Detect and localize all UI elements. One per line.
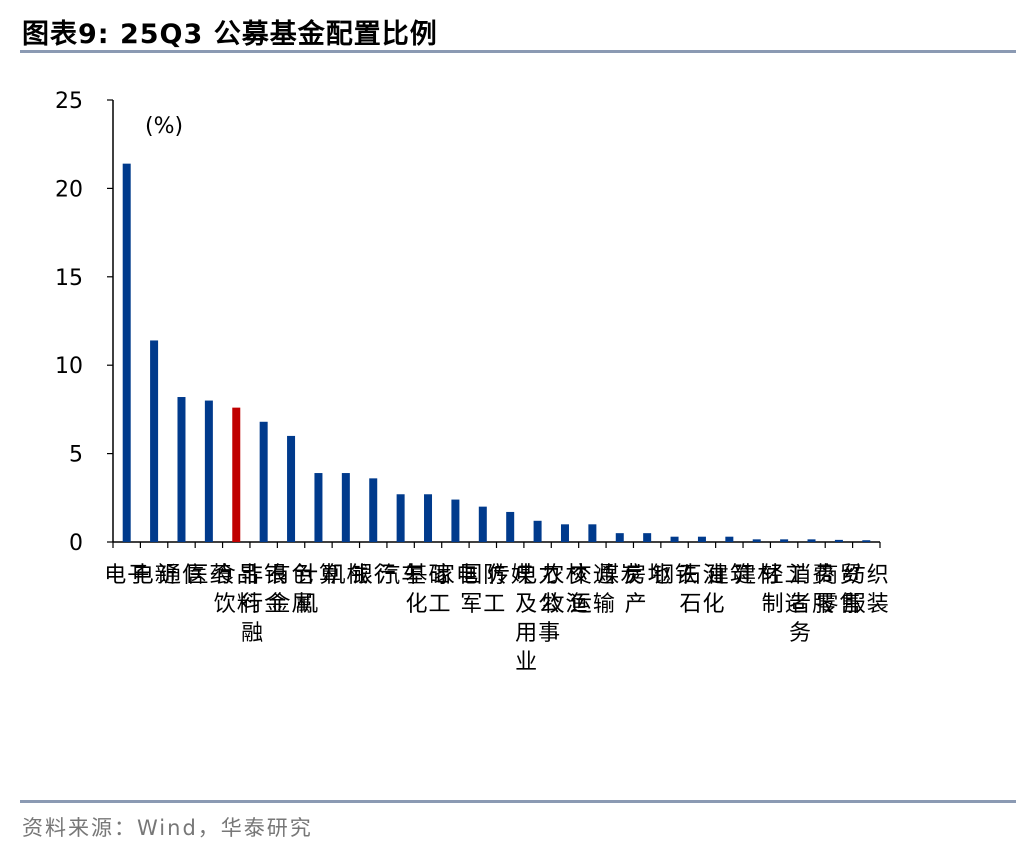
- bar: [122, 163, 131, 542]
- bar: [807, 539, 816, 542]
- category-label: 银行: [351, 563, 396, 588]
- bar: [177, 397, 186, 542]
- category-label: 商贸零售: [816, 563, 861, 617]
- bar-chart: 0 5 10 15 20 25 (%) 电子电新通信医药食品饮料非银行金融有色金属计算机机械银…: [55, 89, 889, 675]
- bar: [451, 499, 460, 542]
- bar: [287, 435, 296, 542]
- category-label: 石油石化: [679, 563, 724, 617]
- category-label: 通信: [159, 563, 204, 588]
- category-label: 轻工制造: [762, 563, 807, 617]
- category-label: 机械: [323, 563, 368, 588]
- category-label: 电子: [104, 563, 149, 588]
- bar: [560, 524, 569, 542]
- category-label: 有色金属: [269, 563, 314, 617]
- unit-label: (%): [145, 114, 183, 139]
- category-label: 食品饮料: [214, 563, 259, 617]
- category-label: 电新: [132, 563, 177, 588]
- y-tick-label: 25: [55, 89, 83, 114]
- bar: [862, 540, 871, 542]
- category-label: 纺织服装: [844, 563, 889, 617]
- category-label: 交通运输: [570, 563, 615, 617]
- bar: [533, 520, 542, 542]
- category-label: 汽车: [378, 563, 423, 588]
- y-tick-label: 0: [69, 531, 83, 556]
- bar: [670, 536, 679, 542]
- category-label: 基础化工: [406, 563, 451, 617]
- bar: [204, 400, 213, 542]
- category-label: 计算机: [296, 563, 341, 617]
- bar: [341, 473, 350, 542]
- bar: [834, 539, 843, 542]
- category-label: 传媒: [488, 563, 533, 588]
- y-tick-label: 5: [69, 443, 83, 468]
- bar: [643, 533, 652, 542]
- category-label: 建筑: [707, 563, 752, 588]
- bar: [725, 536, 734, 542]
- category-label: 农林牧渔: [542, 563, 587, 617]
- category-label: 消费者服务: [789, 563, 834, 646]
- bar: [424, 494, 433, 542]
- y-tick-label: 20: [55, 177, 83, 202]
- bar: [752, 539, 761, 542]
- bar: [150, 340, 159, 542]
- source-note: 资料来源：Wind，华泰研究: [22, 816, 313, 840]
- category-label: 医药: [186, 563, 231, 588]
- title-divider: [20, 50, 1016, 53]
- bar: [615, 533, 624, 542]
- bar: [478, 506, 487, 542]
- y-tick-label: 10: [55, 354, 83, 379]
- bar: [396, 494, 405, 542]
- category-label: 国防军工: [460, 563, 505, 617]
- category-label: 房地产: [625, 563, 670, 617]
- category-label: 非银行金融: [241, 563, 286, 646]
- y-tick-label: 15: [55, 266, 83, 291]
- bar: [259, 421, 268, 542]
- bar: [369, 478, 378, 542]
- footer-divider: [20, 800, 1016, 803]
- bar: [780, 539, 789, 542]
- category-label: 钢铁: [652, 563, 697, 588]
- bar: [588, 524, 597, 542]
- category-label: 煤炭: [597, 563, 642, 588]
- bar: [232, 407, 241, 542]
- bar: [314, 473, 323, 542]
- bar: [506, 511, 515, 542]
- chart-title: 图表9: 25Q3 公募基金配置比例: [22, 19, 438, 50]
- category-label: 建材: [734, 563, 779, 588]
- category-label: 家电: [433, 563, 478, 588]
- category-label: 电力及公用事业: [515, 563, 560, 675]
- bar: [697, 536, 706, 542]
